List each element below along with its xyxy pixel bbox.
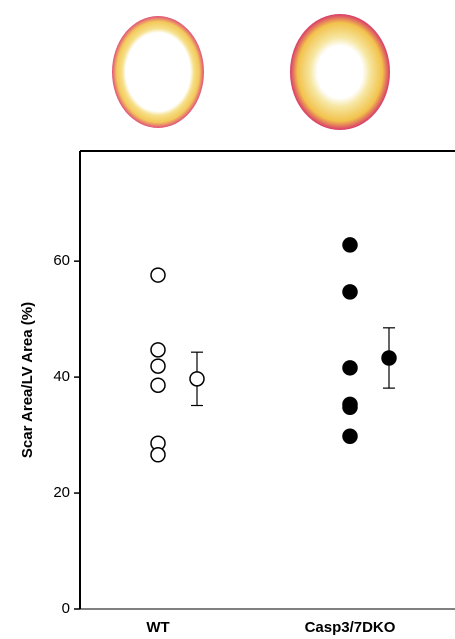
data-point	[150, 342, 166, 358]
data-point	[150, 358, 166, 374]
data-point	[150, 447, 166, 463]
x-tick-label: WT	[146, 619, 169, 636]
y-tick-label: 0	[62, 600, 70, 617]
wt-heart-section	[112, 16, 204, 128]
data-point	[150, 267, 166, 283]
data-point	[342, 360, 358, 376]
data-point	[342, 399, 358, 415]
y-tick-label: 60	[53, 252, 70, 269]
data-point	[342, 237, 358, 253]
histology-images	[112, 14, 390, 130]
mean-marker	[189, 371, 205, 387]
x-tick-label: Casp3/7DKO	[305, 619, 396, 636]
ko-heart-section	[290, 14, 390, 130]
data-point	[150, 377, 166, 393]
mean-marker	[381, 350, 397, 366]
y-axis-label: Scar Area/LV Area (%)	[19, 302, 36, 458]
data-point	[342, 428, 358, 444]
y-tick-label: 40	[53, 368, 70, 385]
data-point	[342, 284, 358, 300]
y-tick-label: 20	[53, 484, 70, 501]
